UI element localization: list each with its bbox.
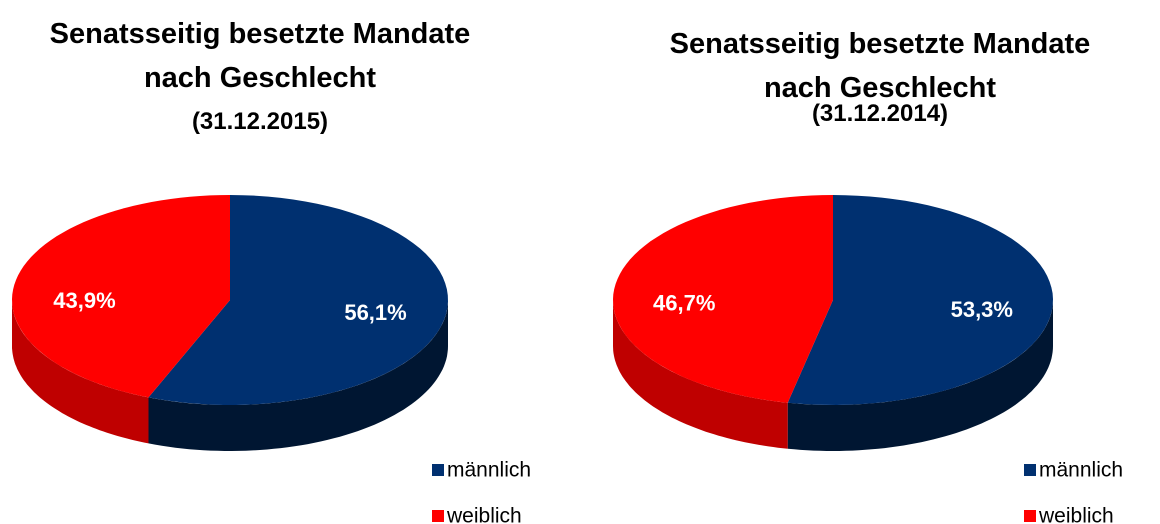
legend-label: weiblich xyxy=(1038,505,1114,524)
legend-label: männlich xyxy=(447,459,531,482)
legend-label: männlich xyxy=(1039,459,1123,482)
legend-swatch xyxy=(432,464,444,476)
slice xyxy=(787,195,1053,405)
data-label: 56,1% xyxy=(344,300,406,325)
chart-subtitle: (31.12.2015) xyxy=(191,108,329,135)
legend-label: weiblich xyxy=(446,505,522,524)
slice xyxy=(148,195,448,405)
data-label: 46,7% xyxy=(653,291,715,316)
slice xyxy=(12,195,230,398)
chart-title: Senatsseitig besetzte Mandate nach Gesch… xyxy=(669,28,1091,104)
legend-swatch xyxy=(432,510,444,522)
chart-title: Senatsseitig besetzte Mandate nach Gesch… xyxy=(49,18,471,94)
slice xyxy=(613,195,833,403)
data-label: 53,3% xyxy=(951,297,1013,322)
slice-side xyxy=(148,300,448,451)
chart-subtitle: (31.12.2014) xyxy=(811,100,949,127)
legend-swatch xyxy=(1024,464,1036,476)
slice-side xyxy=(613,300,788,449)
slice-side xyxy=(12,300,149,444)
legend-swatch xyxy=(1024,510,1036,522)
slice-side xyxy=(787,300,1053,451)
data-label: 43,9% xyxy=(53,288,115,313)
